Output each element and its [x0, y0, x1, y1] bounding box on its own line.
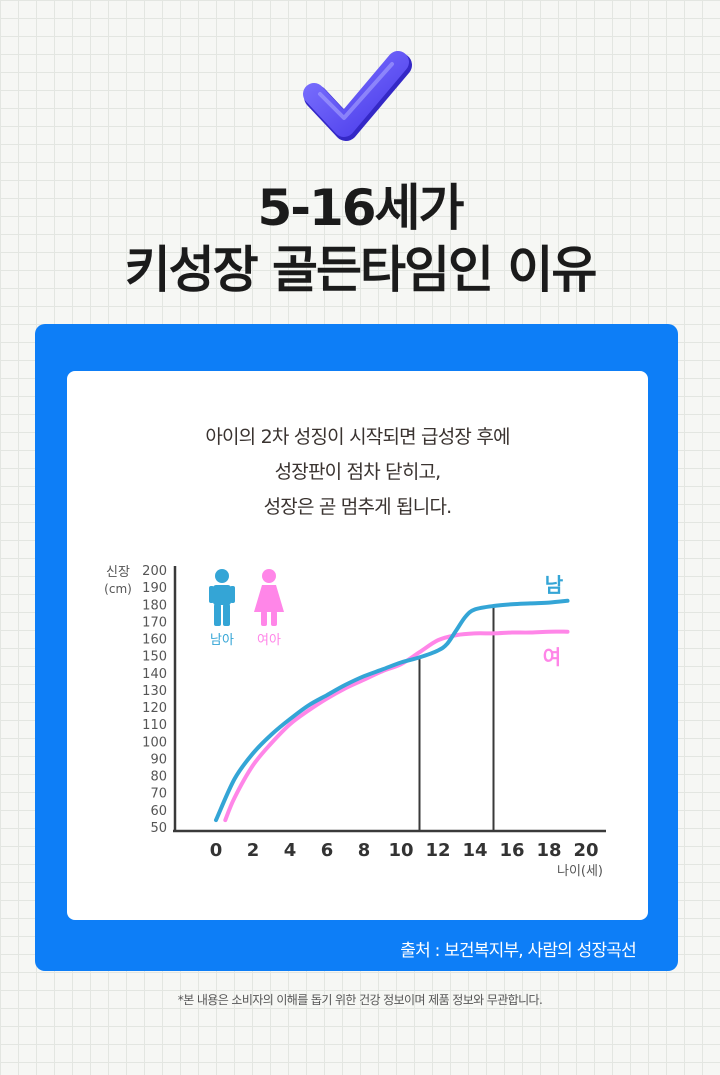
- legend-label-girl: 여아: [257, 633, 281, 648]
- y-tick-label: 190: [142, 581, 167, 596]
- y-axis-label: 신장: [106, 565, 130, 580]
- x-tick-label: 2: [247, 840, 260, 861]
- x-tick-label: 16: [499, 840, 524, 861]
- source-text: 출처 : 보건복지부, 사람의 성장곡선: [400, 941, 637, 961]
- y-tick-label: 70: [150, 787, 167, 802]
- y-tick-label: 100: [142, 735, 167, 750]
- checkmark-icon: [303, 51, 412, 141]
- y-axis-unit: (cm): [104, 582, 132, 596]
- boy-icon: [209, 569, 235, 626]
- x-axis-label: 나이(세): [557, 864, 603, 879]
- description-line2: 성장판이 점차 닫히고,: [274, 461, 442, 483]
- x-tick-label: 18: [536, 840, 561, 861]
- y-tick-label: 150: [142, 650, 167, 665]
- y-tick-label: 50: [150, 821, 167, 836]
- growth-chart: 신장 (cm) 20019018017016015014013012011010…: [104, 564, 606, 879]
- y-tick-label: 140: [142, 667, 167, 682]
- y-tick-label: 180: [142, 598, 167, 613]
- girl-icon: [254, 569, 284, 626]
- page-title-line2: 키성장 골든타임인 이유: [124, 241, 598, 299]
- description-line3: 성장은 곧 멈추게 됩니다.: [263, 496, 453, 518]
- x-tick-label: 10: [388, 840, 413, 861]
- series-line-girl: [223, 629, 570, 823]
- x-tick-label: 8: [358, 840, 371, 861]
- y-tick-label: 200: [142, 564, 167, 579]
- chart-card: [67, 371, 648, 920]
- y-tick-label: 160: [142, 633, 167, 648]
- x-tick-label: 0: [210, 840, 223, 861]
- disclaimer-text: *본 내용은 소비자의 이해를 돕기 위한 건강 정보이며 제품 정보와 무관합…: [177, 993, 543, 1007]
- y-tick-label: 60: [150, 804, 167, 819]
- x-tick-label: 20: [573, 840, 598, 861]
- x-tick-label: 12: [425, 840, 450, 861]
- x-tick-label: 14: [462, 840, 487, 861]
- description-line1: 아이의 2차 성징이 시작되면 급성장 후에: [205, 426, 510, 448]
- y-tick-label: 110: [142, 718, 167, 733]
- series-line-boy: [214, 598, 570, 823]
- y-tick-label: 90: [150, 752, 167, 767]
- x-tick-label: 4: [284, 840, 297, 861]
- x-tick-label: 6: [321, 840, 334, 861]
- series-label-boy: 남: [545, 573, 564, 597]
- y-tick-label: 130: [142, 684, 167, 699]
- page-title-line1: 5-16세가: [257, 179, 464, 237]
- y-tick-label: 120: [142, 701, 167, 716]
- y-tick-label: 170: [142, 615, 167, 630]
- y-tick-label: 80: [150, 770, 167, 785]
- legend-label-boy: 남아: [210, 633, 234, 648]
- series-label-girl: 여: [543, 645, 561, 669]
